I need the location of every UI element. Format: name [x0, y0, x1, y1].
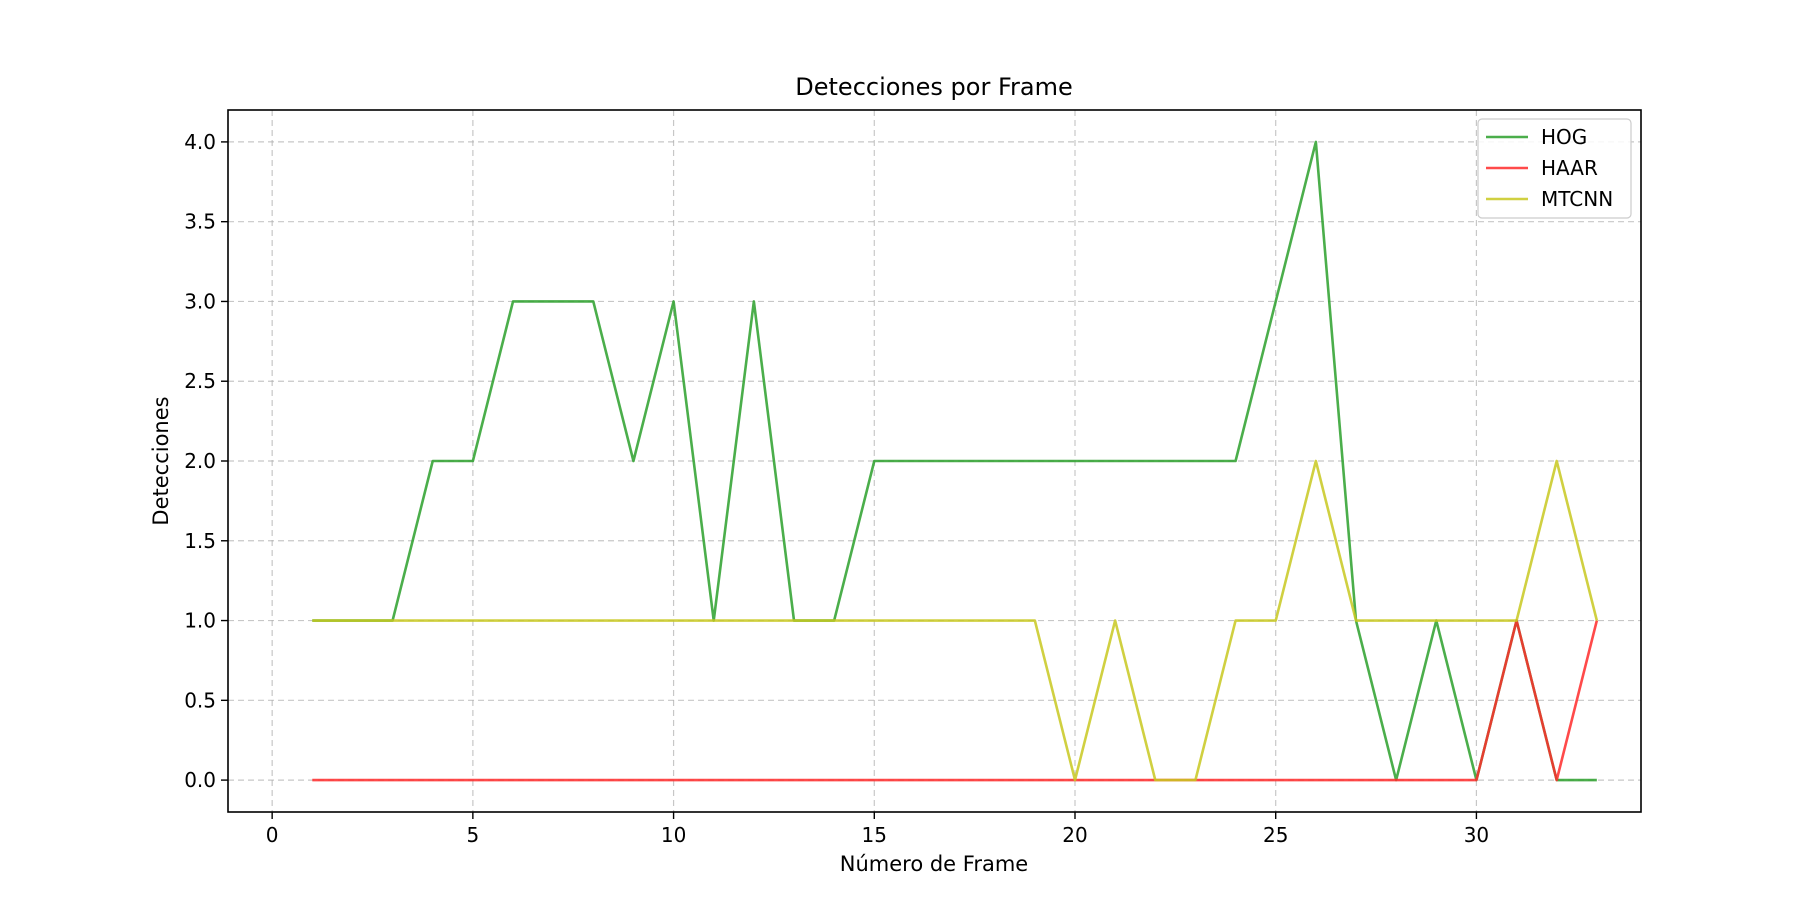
legend-items: HOG HAAR MTCNN — [1486, 125, 1613, 211]
y-tick-label: 1.5 — [184, 529, 216, 553]
series-lines — [312, 140, 1599, 782]
series-line-haar — [312, 619, 1599, 782]
axis-ticks: 0 5 10 15 20 25 30 0.0 0.5 1.0 1.5 2.0 2.5 3.0 3.5 4.0 — [184, 130, 1489, 847]
y-tick-label: 1.0 — [184, 609, 216, 633]
x-axis-label: Número de Frame — [840, 852, 1028, 876]
y-tick-label: 3.5 — [184, 210, 216, 234]
series-line-hog — [312, 140, 1597, 782]
x-tick-label: 30 — [1464, 823, 1489, 847]
x-tick-label: 0 — [266, 823, 279, 847]
legend-label-mtcnn: MTCNN — [1541, 187, 1613, 211]
series-line-mtcnn — [312, 459, 1599, 782]
legend: HOG HAAR MTCNN — [1477, 118, 1632, 219]
legend-label-haar: HAAR — [1541, 156, 1598, 180]
y-tick-label: 4.0 — [184, 130, 216, 154]
legend-label-hog: HOG — [1541, 125, 1587, 149]
y-tick-label: 2.5 — [184, 369, 216, 393]
legend-box — [1477, 118, 1632, 219]
y-tick-label: 3.0 — [184, 289, 216, 313]
y-axis-label: Detecciones — [149, 396, 173, 525]
x-tick-label: 20 — [1062, 823, 1087, 847]
chart-title: Detecciones por Frame — [795, 73, 1072, 101]
y-tick-label: 2.0 — [184, 449, 216, 473]
y-tick-label: 0.0 — [184, 768, 216, 792]
x-tick-label: 15 — [862, 823, 887, 847]
y-tick-label: 0.5 — [184, 688, 216, 712]
x-tick-label: 10 — [661, 823, 686, 847]
x-tick-label: 25 — [1263, 823, 1288, 847]
x-tick-label: 5 — [466, 823, 479, 847]
